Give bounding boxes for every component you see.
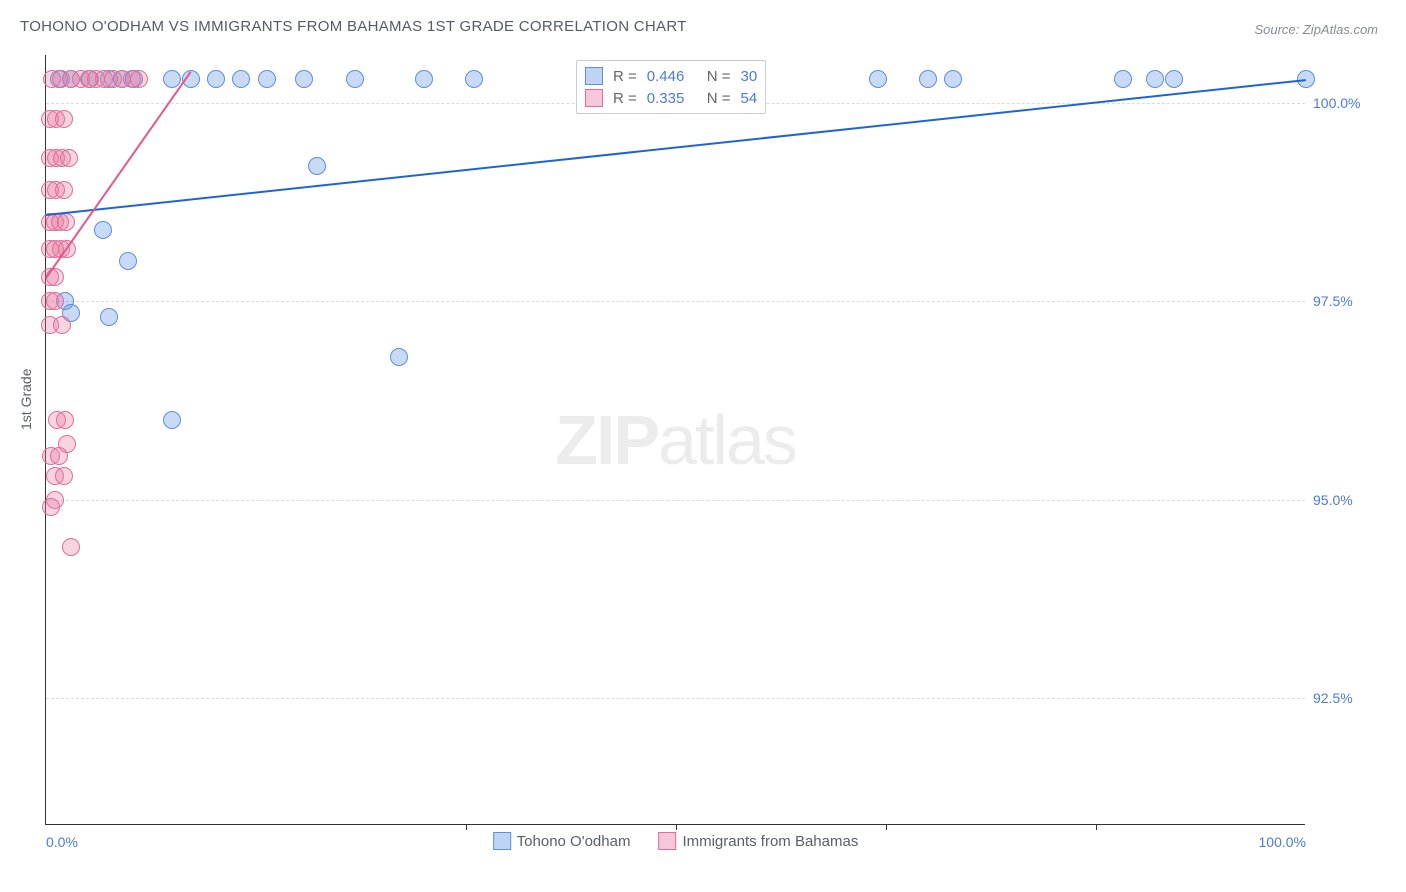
data-point	[100, 308, 118, 326]
data-point	[53, 316, 71, 334]
legend-label: Immigrants from Bahamas	[682, 833, 858, 850]
legend-swatch	[585, 67, 603, 85]
data-point	[57, 213, 75, 231]
n-label: N =	[707, 68, 731, 85]
data-point	[130, 70, 148, 88]
y-axis-label: 1st Grade	[18, 369, 34, 430]
x-tick-label: 100.0%	[1259, 834, 1306, 850]
n-value: 30	[741, 68, 758, 85]
chart-title: TOHONO O'ODHAM VS IMMIGRANTS FROM BAHAMA…	[20, 18, 687, 35]
legend-label: Tohono O'odham	[517, 833, 631, 850]
data-point	[232, 70, 250, 88]
data-point	[258, 70, 276, 88]
x-tick	[1096, 824, 1097, 830]
data-point	[163, 411, 181, 429]
y-tick-label: 95.0%	[1313, 492, 1383, 508]
x-tick-label: 0.0%	[46, 834, 78, 850]
n-label: N =	[707, 90, 731, 107]
data-point	[207, 70, 225, 88]
data-point	[295, 70, 313, 88]
y-tick-label: 92.5%	[1313, 690, 1383, 706]
data-point	[465, 70, 483, 88]
x-tick	[886, 824, 887, 830]
data-point	[415, 70, 433, 88]
legend-stat-row: R = 0.335 N = 54	[585, 87, 757, 109]
legend-swatch	[493, 832, 511, 850]
gridline-horizontal	[46, 500, 1305, 501]
data-point	[1146, 70, 1164, 88]
n-value: 54	[741, 90, 758, 107]
data-point	[55, 467, 73, 485]
gridline-horizontal	[46, 698, 1305, 699]
data-point	[346, 70, 364, 88]
data-point	[163, 70, 181, 88]
legend-swatch	[585, 89, 603, 107]
data-point	[919, 70, 937, 88]
data-point	[60, 149, 78, 167]
gridline-horizontal	[46, 301, 1305, 302]
data-point	[55, 181, 73, 199]
watermark: ZIPatlas	[555, 400, 796, 480]
data-point	[308, 157, 326, 175]
r-label: R =	[613, 68, 637, 85]
data-point	[94, 221, 112, 239]
legend-swatch	[658, 832, 676, 850]
data-point	[55, 110, 73, 128]
chart-area: ZIPatlas 100.0%97.5%95.0%92.5%0.0%100.0%…	[45, 55, 1305, 825]
r-value: 0.335	[647, 90, 697, 107]
r-value: 0.446	[647, 68, 697, 85]
data-point	[869, 70, 887, 88]
x-tick	[676, 824, 677, 830]
data-point	[390, 348, 408, 366]
data-point	[119, 252, 137, 270]
data-point	[1165, 70, 1183, 88]
data-point	[62, 538, 80, 556]
y-tick-label: 100.0%	[1313, 95, 1383, 111]
x-tick	[466, 824, 467, 830]
legend-stats-box: R = 0.446 N = 30 R = 0.335 N = 54	[576, 60, 766, 114]
data-point	[56, 411, 74, 429]
legend-item: Immigrants from Bahamas	[658, 832, 858, 850]
legend-item: Tohono O'odham	[493, 832, 631, 850]
data-point	[1114, 70, 1132, 88]
data-point	[944, 70, 962, 88]
data-point	[42, 498, 60, 516]
source-text: Source: ZipAtlas.com	[1254, 22, 1378, 37]
data-point	[46, 292, 64, 310]
data-point	[50, 447, 68, 465]
y-tick-label: 97.5%	[1313, 293, 1383, 309]
legend-stat-row: R = 0.446 N = 30	[585, 65, 757, 87]
bottom-legend: Tohono O'odham Immigrants from Bahamas	[493, 832, 859, 850]
r-label: R =	[613, 90, 637, 107]
